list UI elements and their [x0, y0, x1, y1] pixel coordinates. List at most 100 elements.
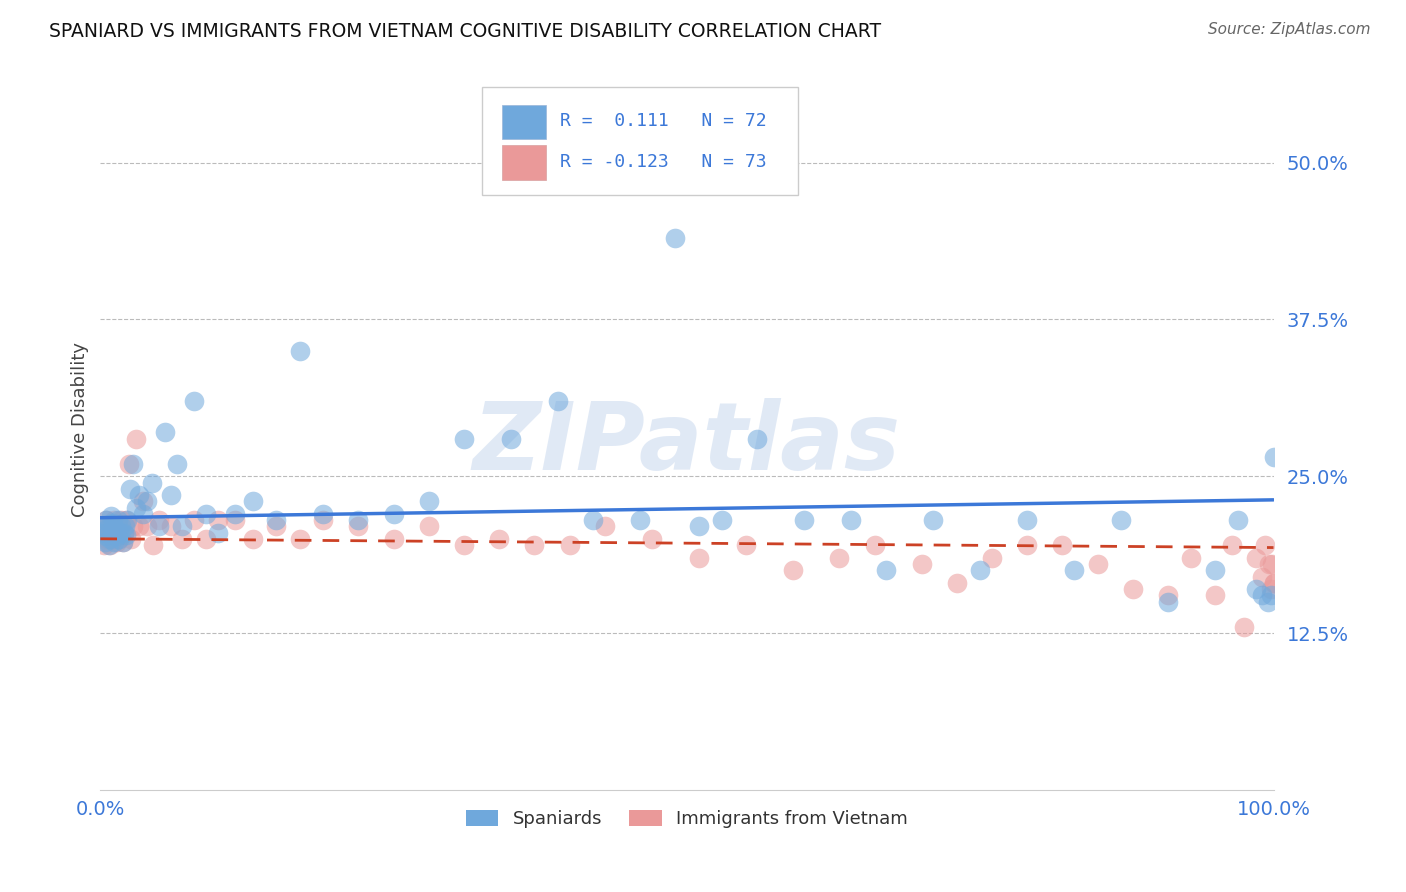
Point [96, 532, 118, 546]
Point [1157, 589, 1180, 603]
Point [453, 432, 475, 446]
Point [1263, 450, 1285, 465]
Point [148, 513, 170, 527]
Point [93, 538, 115, 552]
Point [793, 513, 815, 527]
Point [91, 525, 114, 540]
Point [148, 519, 170, 533]
Point [128, 488, 150, 502]
Point [207, 513, 229, 527]
Text: ZIPatlas: ZIPatlas [472, 398, 901, 490]
Point [1122, 582, 1144, 597]
Point [108, 532, 131, 546]
Text: R =  0.111   N = 72: R = 0.111 N = 72 [560, 112, 766, 130]
Point [1260, 589, 1282, 603]
Point [1263, 575, 1285, 590]
Point [1250, 589, 1272, 603]
Point [98, 538, 121, 552]
Point [266, 513, 288, 527]
Point [288, 532, 311, 546]
Point [863, 538, 886, 552]
Point [97, 538, 120, 552]
Point [110, 525, 132, 540]
Point [122, 457, 145, 471]
Point [128, 519, 150, 533]
Point [922, 513, 945, 527]
Point [1244, 582, 1267, 597]
Point [1157, 595, 1180, 609]
Point [117, 457, 139, 471]
Point [111, 534, 134, 549]
Point [1244, 550, 1267, 565]
Point [114, 519, 136, 533]
Point [628, 513, 651, 527]
Point [593, 519, 616, 533]
Point [1063, 563, 1085, 577]
Point [105, 529, 128, 543]
Point [104, 525, 127, 540]
Point [118, 482, 141, 496]
Point [582, 513, 605, 527]
Point [242, 494, 264, 508]
Point [159, 519, 181, 533]
Point [122, 519, 145, 533]
Point [96, 529, 118, 543]
Point [1254, 538, 1277, 552]
Text: SPANIARD VS IMMIGRANTS FROM VIETNAM COGNITIVE DISABILITY CORRELATION CHART: SPANIARD VS IMMIGRANTS FROM VIETNAM COGN… [49, 22, 882, 41]
FancyBboxPatch shape [482, 87, 799, 194]
Point [94, 525, 117, 540]
Point [288, 343, 311, 358]
Point [141, 475, 163, 490]
Point [1204, 589, 1226, 603]
Point [96, 522, 118, 536]
Point [110, 513, 132, 527]
Point [100, 525, 122, 540]
Point [100, 509, 122, 524]
Point [1257, 595, 1279, 609]
Point [981, 550, 1004, 565]
Point [1261, 557, 1284, 571]
Point [312, 513, 335, 527]
Point [1222, 538, 1244, 552]
Point [547, 394, 569, 409]
Point [153, 425, 176, 440]
Bar [502, 145, 546, 179]
Point [124, 500, 146, 515]
Point [107, 513, 129, 527]
Point [98, 532, 121, 546]
Point [101, 519, 124, 533]
Point [159, 488, 181, 502]
Point [312, 507, 335, 521]
Point [242, 532, 264, 546]
Point [1017, 538, 1039, 552]
Point [172, 519, 194, 533]
Point [782, 563, 804, 577]
Point [747, 432, 769, 446]
Point [1227, 513, 1250, 527]
Point [97, 516, 120, 531]
Point [418, 494, 440, 508]
Point [131, 494, 153, 508]
Bar [502, 104, 546, 139]
Point [136, 494, 159, 508]
Point [453, 538, 475, 552]
Point [347, 513, 370, 527]
Point [104, 523, 127, 537]
Point [945, 575, 967, 590]
Point [110, 525, 132, 540]
Point [94, 534, 117, 549]
Point [183, 394, 205, 409]
Point [347, 519, 370, 533]
Point [641, 532, 664, 546]
Point [101, 525, 124, 540]
Point [194, 507, 217, 521]
Point [558, 538, 581, 552]
Point [108, 532, 131, 546]
Point [96, 513, 118, 527]
Point [96, 513, 118, 527]
Point [1250, 569, 1272, 583]
Point [124, 432, 146, 446]
Point [224, 513, 246, 527]
Point [194, 532, 217, 546]
Point [112, 525, 135, 540]
